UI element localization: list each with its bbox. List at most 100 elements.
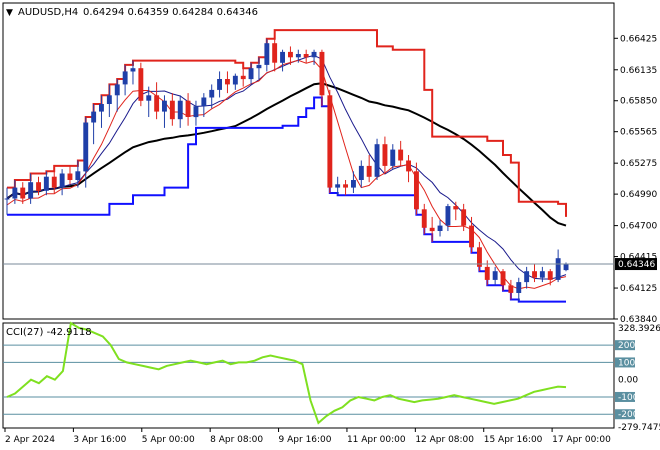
time-tick-label: 8 Apr 08:00	[210, 435, 263, 445]
bearish-candle[interactable]	[484, 266, 490, 280]
bullish-candle[interactable]	[162, 100, 167, 112]
bullish-candle[interactable]	[83, 122, 89, 172]
bullish-candle[interactable]	[193, 106, 199, 118]
bearish-candle[interactable]	[453, 206, 459, 210]
bullish-candle[interactable]	[146, 95, 152, 101]
bullish-candle[interactable]	[114, 84, 120, 96]
bearish-candle[interactable]	[477, 247, 482, 267]
bearish-candle[interactable]	[429, 227, 435, 232]
bullish-candle[interactable]	[437, 225, 443, 231]
bullish-candle[interactable]	[177, 100, 183, 120]
bullish-candle[interactable]	[4, 198, 10, 200]
bullish-candle[interactable]	[311, 51, 317, 58]
bullish-candle[interactable]	[445, 206, 451, 226]
bullish-candle[interactable]	[106, 95, 112, 104]
price-tick-label: 0.64700	[620, 222, 657, 232]
bearish-candle[interactable]	[225, 79, 230, 85]
cci-tick-label: -279.7475	[618, 423, 660, 433]
price-tick-label: 0.65850	[620, 97, 657, 107]
cci-level-tag	[615, 409, 635, 420]
bullish-candle[interactable]	[75, 171, 81, 180]
bearish-candle[interactable]	[547, 271, 553, 280]
bearish-candle[interactable]	[303, 54, 309, 58]
time-tick-label: 5 Apr 00:00	[142, 435, 195, 445]
bearish-candle[interactable]	[382, 144, 388, 166]
time-tick-label: 15 Apr 16:00	[484, 435, 543, 445]
bearish-candle[interactable]	[138, 68, 144, 101]
bullish-candle[interactable]	[232, 75, 238, 85]
bullish-candle[interactable]	[201, 97, 207, 107]
bearish-candle[interactable]	[508, 285, 514, 293]
bearish-candle[interactable]	[366, 165, 372, 177]
bearish-candle[interactable]	[500, 271, 506, 286]
bullish-candle[interactable]	[280, 51, 285, 63]
symbol-timeframe-label: AUDUSD,H4	[18, 7, 78, 18]
bearish-candle[interactable]	[421, 209, 427, 228]
bullish-candle[interactable]	[516, 282, 522, 293]
time-tick-label: 17 Apr 00:00	[552, 435, 611, 445]
bullish-candle[interactable]	[539, 271, 545, 278]
bullish-candle[interactable]	[99, 104, 104, 112]
cci-indicator-pane[interactable]	[2, 321, 615, 429]
bearish-candle[interactable]	[319, 51, 325, 96]
cci-level-tag	[615, 357, 635, 368]
bullish-candle[interactable]	[374, 144, 380, 177]
bearish-candle[interactable]	[169, 100, 175, 120]
price-tick-label: 0.66135	[620, 66, 657, 76]
slow-moving-average-line	[6, 82, 567, 227]
cci-level-tag	[615, 391, 635, 402]
bullish-candle[interactable]	[256, 64, 262, 69]
bearish-candle[interactable]	[414, 171, 419, 210]
bearish-candle[interactable]	[240, 75, 246, 80]
collapse-triangle-icon[interactable]: ▼	[6, 8, 13, 18]
bullish-candle[interactable]	[91, 111, 97, 123]
bearish-candle[interactable]	[20, 187, 26, 199]
bearish-candle[interactable]	[288, 51, 293, 58]
time-axis: 2 Apr 2024 3 Apr 16:00 5 Apr 00:00 8 Apr 08…	[4, 428, 611, 445]
bullish-candle[interactable]	[351, 180, 356, 188]
bearish-candle[interactable]	[185, 100, 191, 117]
cci-line	[6, 321, 567, 425]
bearish-candle[interactable]	[398, 149, 404, 161]
bullish-candle[interactable]	[43, 176, 49, 191]
bearish-candle[interactable]	[406, 160, 411, 172]
bullish-candle[interactable]	[217, 79, 222, 90]
bullish-candle[interactable]	[248, 68, 254, 80]
bullish-candle[interactable]	[122, 71, 128, 85]
bearish-candle[interactable]	[51, 176, 57, 188]
price-tick-label: 0.65275	[620, 159, 657, 169]
price-axis: 0.66425 0.66135 0.65850 0.65565 0.65275 0.649…	[614, 34, 660, 433]
bullish-candle[interactable]	[264, 43, 270, 65]
bearish-candle[interactable]	[469, 225, 474, 248]
bearish-candle[interactable]	[272, 43, 278, 63]
bullish-candle[interactable]	[492, 271, 498, 280]
bearish-candle[interactable]	[36, 182, 41, 191]
time-tick-label: 12 Apr 08:00	[415, 435, 474, 445]
bullish-candle[interactable]	[358, 165, 364, 180]
last-price-label: 0.64346	[618, 260, 655, 270]
bullish-candle[interactable]	[295, 54, 301, 58]
main-pane-frame	[2, 2, 615, 320]
bearish-candle[interactable]	[532, 271, 537, 278]
bearish-candle[interactable]	[343, 184, 348, 188]
bearish-candle[interactable]	[461, 209, 467, 226]
time-tick-label: 2 Apr 2024	[5, 435, 55, 445]
main-price-pane[interactable]	[2, 2, 615, 320]
bullish-candle[interactable]	[335, 184, 341, 188]
bullish-candle[interactable]	[555, 258, 561, 280]
time-tick-label: 9 Apr 16:00	[279, 435, 332, 445]
bullish-candle[interactable]	[130, 68, 136, 72]
bullish-candle[interactable]	[28, 182, 34, 199]
bullish-candle[interactable]	[524, 271, 530, 283]
bullish-candle[interactable]	[209, 89, 215, 98]
cci-tick-label: 0.00	[618, 376, 638, 386]
bullish-candle[interactable]	[563, 263, 569, 271]
bearish-candle[interactable]	[67, 173, 73, 181]
cci-pane-frame	[2, 322, 615, 429]
bearish-candle[interactable]	[154, 95, 160, 112]
bullish-candle[interactable]	[59, 173, 65, 188]
bullish-candle[interactable]	[12, 187, 18, 199]
bullish-candle[interactable]	[390, 149, 396, 166]
bearish-candle[interactable]	[327, 95, 333, 188]
